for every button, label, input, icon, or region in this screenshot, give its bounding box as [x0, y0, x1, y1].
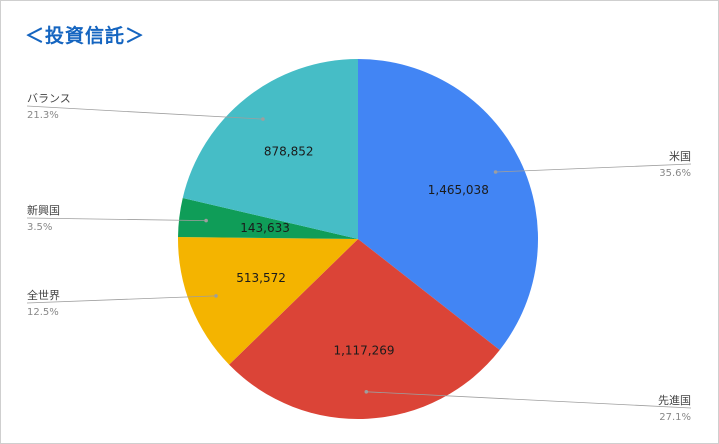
- slice-value-label: 878,852: [264, 145, 314, 159]
- pie-slices: [177, 59, 539, 420]
- legend-name: 新興国: [27, 203, 60, 217]
- pie-slice-1: [358, 59, 539, 350]
- legend-percent: 3.5%: [27, 222, 52, 233]
- slice-value-label: 143,633: [240, 221, 290, 235]
- leader-dot: [364, 390, 369, 394]
- pie-slice-5: [182, 59, 358, 239]
- legend-percent: 21.3%: [27, 110, 59, 121]
- legend-percent: 35.6%: [659, 168, 691, 179]
- pie-slice-2: [229, 239, 500, 420]
- leader-line: [26, 217, 207, 221]
- legend-percent: 27.1%: [659, 412, 691, 423]
- pie-callouts: 米国 35.6% 先進国 27.1% 全世界 12.5% 新興国 3.5% バランス 21.3%: [26, 92, 692, 423]
- leader-dot: [204, 218, 208, 223]
- leader-dot: [214, 294, 218, 298]
- slice-value-label: 513,572: [236, 271, 286, 285]
- leader-line: [366, 391, 692, 409]
- leader-dot: [493, 170, 498, 174]
- leader-line: [26, 105, 263, 120]
- legend-name: 米国: [669, 150, 691, 163]
- chart-title: ＜投資信託＞: [25, 25, 146, 47]
- leader-dot: [261, 117, 265, 121]
- legend-name: 全世界: [27, 288, 60, 302]
- legend-percent: 12.5%: [27, 307, 59, 318]
- leader-line: [26, 295, 217, 304]
- pie-slice-3: [177, 237, 358, 365]
- pie-slice-4: [178, 197, 358, 239]
- legend-name: 先進国: [658, 394, 691, 407]
- legend-name: バランス: [27, 92, 71, 105]
- slice-value-label: 1,465,038: [428, 183, 489, 197]
- slice-value-label: 1,117,269: [333, 343, 394, 357]
- leader-line: [495, 163, 692, 173]
